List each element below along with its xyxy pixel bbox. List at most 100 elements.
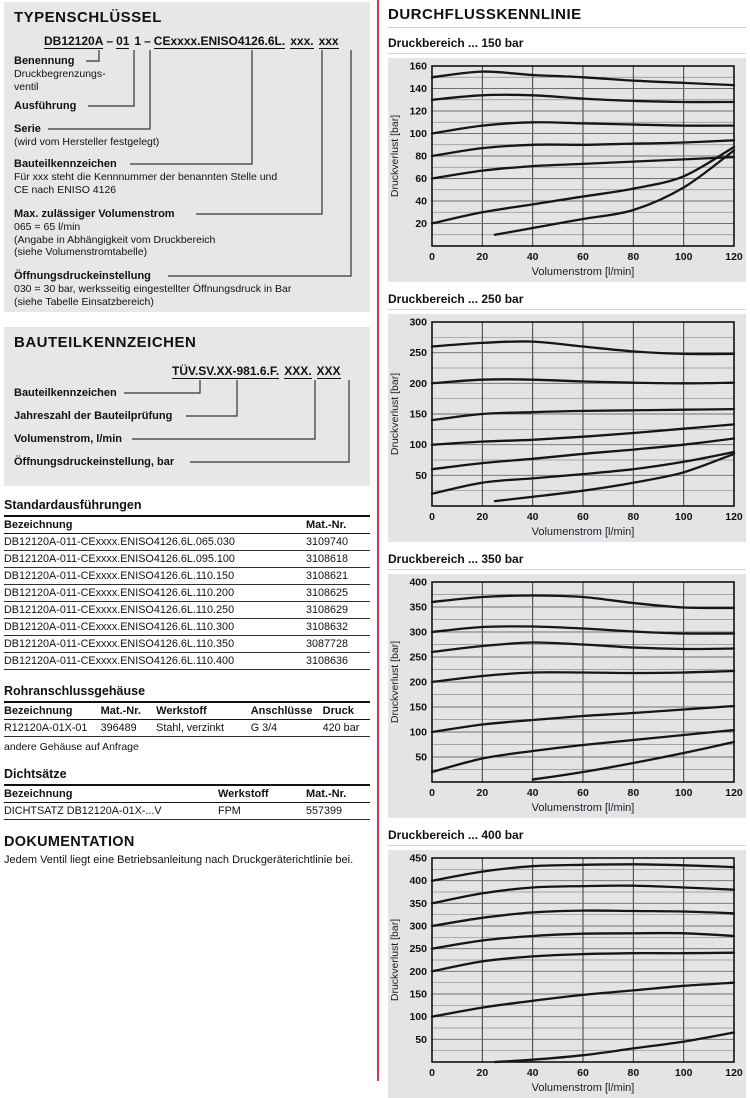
y-tick-label: 50 bbox=[415, 752, 427, 764]
table-row: DICHTSATZ DB12120A-01X-...V FPM 557399 bbox=[4, 802, 370, 820]
section-typenschluessel: TYPENSCHLÜSSEL DB12120A –01 1– CExxxx.ENISO… bbox=[4, 2, 370, 312]
series-kennlinie-100 bbox=[430, 423, 736, 446]
table-row: DB12120A-011-CExxxx.ENISO4126.6L.095.100… bbox=[4, 550, 370, 568]
section-dichtsaetze: Dichtsätze Bezeichnung Werkstoff Mat.-Nr… bbox=[4, 767, 370, 820]
label-oeffnungsdruckeinstellung: Öffnungsdruckeinstellung 030 = 30 bar, w… bbox=[14, 270, 292, 308]
x-axis-label: Volumenstrom [l/min] bbox=[532, 1082, 635, 1094]
x-tick-label: 60 bbox=[577, 787, 589, 799]
x-axis-label: Volumenstrom [l/min] bbox=[532, 526, 635, 538]
x-tick-label: 20 bbox=[476, 511, 488, 523]
x-tick-label: 20 bbox=[476, 251, 488, 263]
series-kennlinie-100 bbox=[430, 704, 736, 734]
table-title: Standardausführungen bbox=[4, 498, 370, 517]
y-tick-label: 400 bbox=[409, 577, 427, 589]
series-kennlinie-360 bbox=[430, 594, 736, 610]
btk-code: TÜV.SV.XX-981.6.F. XXX. XXX bbox=[172, 364, 341, 379]
x-tick-label: 120 bbox=[725, 787, 743, 799]
x-tick-label: 120 bbox=[725, 251, 743, 263]
table-row: DB12120A-011-CExxxx.ENISO4126.6L.110.300… bbox=[4, 618, 370, 636]
x-tick-label: 0 bbox=[429, 251, 435, 263]
series-kennlinie-130 bbox=[430, 93, 736, 104]
table-cell: 3108621 bbox=[306, 567, 370, 585]
y-tick-label: 100 bbox=[409, 1011, 427, 1023]
y-tick-label: 120 bbox=[409, 106, 427, 118]
series-kennlinie-200 bbox=[430, 951, 736, 973]
column-header: Werkstoff bbox=[218, 786, 306, 803]
label-benennung: Benennung Druckbegrenzungs- ventil bbox=[14, 55, 106, 93]
y-tick-label: 250 bbox=[409, 347, 427, 359]
column-header: Druck bbox=[322, 703, 370, 720]
column-header: Mat.-Nr. bbox=[100, 703, 157, 720]
x-tick-label: 100 bbox=[675, 251, 693, 263]
code-dash: – bbox=[106, 34, 114, 48]
table-cell: Stahl, verzinkt bbox=[156, 719, 251, 737]
code-segment-benennung: DB12120A bbox=[44, 34, 104, 49]
dichtsaetze-table: Bezeichnung Werkstoff Mat.-Nr. DICHTSATZ… bbox=[4, 786, 370, 820]
table-cell: DB12120A-011-CExxxx.ENISO4126.6L.110.150 bbox=[4, 567, 306, 585]
y-tick-label: 160 bbox=[409, 61, 427, 73]
y-tick-label: 20 bbox=[415, 218, 427, 230]
table-cell: DICHTSATZ DB12120A-01X-...V bbox=[4, 802, 218, 820]
chart-block-150bar: Druckbereich ... 150 bar 20 40 60 80 100 120 1… bbox=[388, 34, 746, 282]
section-dokumentation: DOKUMENTATION Jedem Ventil liegt eine Be… bbox=[4, 834, 370, 866]
chart-title: Druckbereich ... 150 bar bbox=[388, 34, 746, 54]
table-cell: 3108636 bbox=[306, 652, 370, 670]
code-segment-volumenstrom: XXX. bbox=[284, 364, 312, 379]
code-segment-ausfuehrung: 01 bbox=[116, 34, 130, 49]
chart-title: Druckbereich ... 350 bar bbox=[388, 550, 746, 570]
series-kennlinie-min bbox=[531, 740, 736, 781]
x-tick-label: 80 bbox=[627, 787, 639, 799]
chart-title: Druckbereich ... 400 bar bbox=[388, 826, 746, 846]
table-row: R12120A-01X-01 396489 Stahl, verzinkt G 3/4… bbox=[4, 719, 370, 737]
chart-druckbereich-250: 50 100 150 200 250 300 0 20 40 60 80 100 120 Volumens… bbox=[388, 314, 746, 542]
column-header: Werkstoff bbox=[156, 703, 251, 720]
label-btk-volumenstrom: Volumenstrom, l/min bbox=[14, 433, 122, 445]
code-segment-serie: 1 bbox=[134, 34, 142, 48]
series-kennlinie-200 bbox=[430, 378, 736, 385]
column-header: Bezeichnung bbox=[4, 517, 306, 534]
column-header: Bezeichnung bbox=[4, 786, 218, 803]
series-kennlinie-250 bbox=[430, 931, 736, 950]
label-bauteilkennzeichen: Bauteilkennzeichen Für xxx steht die Ken… bbox=[14, 158, 278, 196]
table-cell: 3108625 bbox=[306, 584, 370, 602]
chart-svg: 50 100 150 200 250 300 350 400 0 20 40 60 80 100 120 Vo… bbox=[389, 577, 743, 815]
chart-druckbereich-350: 50 100 150 200 250 300 350 400 0 20 40 60 80 100 120 Vo… bbox=[388, 574, 746, 818]
series-kennlinie-200 bbox=[430, 669, 736, 684]
table-cell: R12120A-01X-01 bbox=[4, 719, 101, 737]
y-tick-label: 200 bbox=[409, 677, 427, 689]
y-tick-label: 250 bbox=[409, 652, 427, 664]
y-axis-label: Druckverlust [bar] bbox=[389, 115, 401, 197]
chart-block-250bar: Druckbereich ... 250 bar 50 100 150 200 250 3… bbox=[388, 290, 746, 542]
table-row: DB12120A-011-CExxxx.ENISO4126.6L.065.030… bbox=[4, 533, 370, 551]
table-cell: DB12120A-011-CExxxx.ENISO4126.6L.095.100 bbox=[4, 550, 306, 568]
y-tick-label: 200 bbox=[409, 966, 427, 978]
code-segment-volumenstrom: xxx. bbox=[290, 34, 314, 49]
series-kennlinie-150 bbox=[430, 70, 736, 87]
rohranschluss-table: Bezeichnung Mat.-Nr. Werkstoff Anschlüss… bbox=[4, 703, 370, 737]
table-cell: 3087728 bbox=[306, 635, 370, 653]
label-serie: Serie (wird vom Hersteller festgelegt) bbox=[14, 123, 160, 148]
column-header: Anschlüsse bbox=[250, 703, 323, 720]
series-kennlinie-80 bbox=[430, 139, 736, 158]
table-row: DB12120A-011-CExxxx.ENISO4126.6L.110.400… bbox=[4, 652, 370, 670]
y-axis-label: Druckverlust [bar] bbox=[389, 373, 401, 455]
series-kennlinie-100 bbox=[430, 981, 736, 1018]
section-title-durchflusskennlinie: DURCHFLUSSKENNLINIE bbox=[388, 4, 746, 28]
y-tick-label: 80 bbox=[415, 151, 427, 163]
y-tick-label: 100 bbox=[409, 439, 427, 451]
x-tick-label: 0 bbox=[429, 787, 435, 799]
series-kennlinie-min bbox=[493, 1031, 736, 1064]
y-tick-label: 350 bbox=[409, 602, 427, 614]
series-kennlinie-260 bbox=[430, 340, 736, 356]
y-tick-label: 40 bbox=[415, 196, 427, 208]
series-kennlinie-20 bbox=[430, 450, 736, 495]
series-kennlinie-300 bbox=[430, 909, 736, 928]
y-tick-label: 250 bbox=[409, 943, 427, 955]
x-tick-label: 40 bbox=[527, 787, 539, 799]
y-tick-label: 150 bbox=[409, 702, 427, 714]
table-row: DB12120A-011-CExxxx.ENISO4126.6L.110.150… bbox=[4, 567, 370, 585]
code-dash: – bbox=[144, 34, 151, 48]
y-tick-label: 400 bbox=[409, 875, 427, 887]
table-row: DB12120A-011-CExxxx.ENISO4126.6L.110.200… bbox=[4, 584, 370, 602]
x-tick-label: 100 bbox=[675, 1067, 693, 1079]
